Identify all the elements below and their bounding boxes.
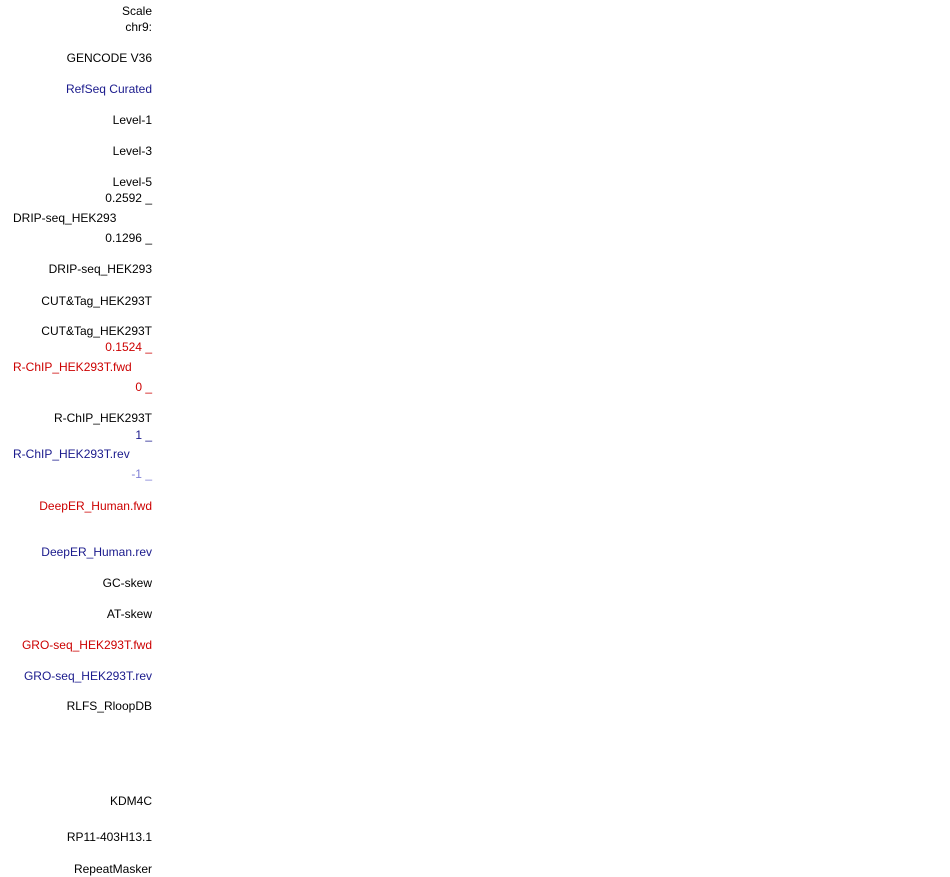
track-display-area[interactable] xyxy=(160,0,950,877)
chromosome-label[interactable]: chr9: xyxy=(125,20,152,34)
track-label-gro-seq-fwd[interactable]: GRO-seq_HEK293T.fwd xyxy=(21,638,152,652)
track-label-at-skew[interactable]: AT-skew xyxy=(106,607,152,621)
track-label-cut-tag-2[interactable]: CUT&Tag_HEK293T xyxy=(41,324,152,338)
track-label-level-1[interactable]: Level-1 xyxy=(112,113,152,127)
track-label-repeatmasker[interactable]: RepeatMasker xyxy=(73,862,152,876)
r-chip-fwd-axis-min: 0 _ xyxy=(135,380,152,394)
scale-label[interactable]: Scale xyxy=(121,4,152,18)
track-label-deeper-rev[interactable]: DeepER_Human.rev xyxy=(41,545,152,559)
drip-seq-axis-max: 0.2592 _ xyxy=(105,191,152,205)
track-label-gc-skew[interactable]: GC-skew xyxy=(102,576,152,590)
r-chip-fwd-axis-max: 0.1524 _ xyxy=(105,340,152,354)
track-label-gencode[interactable]: GENCODE V36 xyxy=(66,51,152,65)
drip-seq-axis-min: 0.1296 _ xyxy=(105,231,152,245)
track-label-r-chip-rev[interactable]: R-ChIP_HEK293T.rev xyxy=(13,447,130,461)
track-label-level-5[interactable]: Level-5 xyxy=(112,175,152,189)
gene-label-kdm4c[interactable]: KDM4C xyxy=(109,794,152,808)
gene-label-rp11-403h13-1[interactable]: RP11-403H13.1 xyxy=(66,830,152,844)
track-label-r-chip[interactable]: R-ChIP_HEK293T xyxy=(53,411,152,425)
track-label-drip-seq-signal[interactable]: DRIP-seq_HEK293 xyxy=(13,211,117,225)
track-label-column: Scale chr9: GENCODE V36 RefSeq Curated L… xyxy=(0,0,160,877)
track-label-level-3[interactable]: Level-3 xyxy=(112,144,152,158)
r-chip-rev-axis-max: 1 _ xyxy=(135,428,152,442)
track-label-gro-seq-rev[interactable]: GRO-seq_HEK293T.rev xyxy=(23,669,152,683)
track-label-rlfs-rloopdb[interactable]: RLFS_RloopDB xyxy=(66,699,152,713)
track-label-drip-seq-peaks[interactable]: DRIP-seq_HEK293 xyxy=(48,262,152,276)
track-label-r-chip-fwd[interactable]: R-ChIP_HEK293T.fwd xyxy=(13,360,132,374)
track-label-deeper-fwd[interactable]: DeepER_Human.fwd xyxy=(39,499,152,513)
r-chip-rev-axis-min: -1 _ xyxy=(131,467,152,481)
track-label-cut-tag-1[interactable]: CUT&Tag_HEK293T xyxy=(41,294,152,308)
track-label-refseq-curated[interactable]: RefSeq Curated xyxy=(65,82,152,96)
